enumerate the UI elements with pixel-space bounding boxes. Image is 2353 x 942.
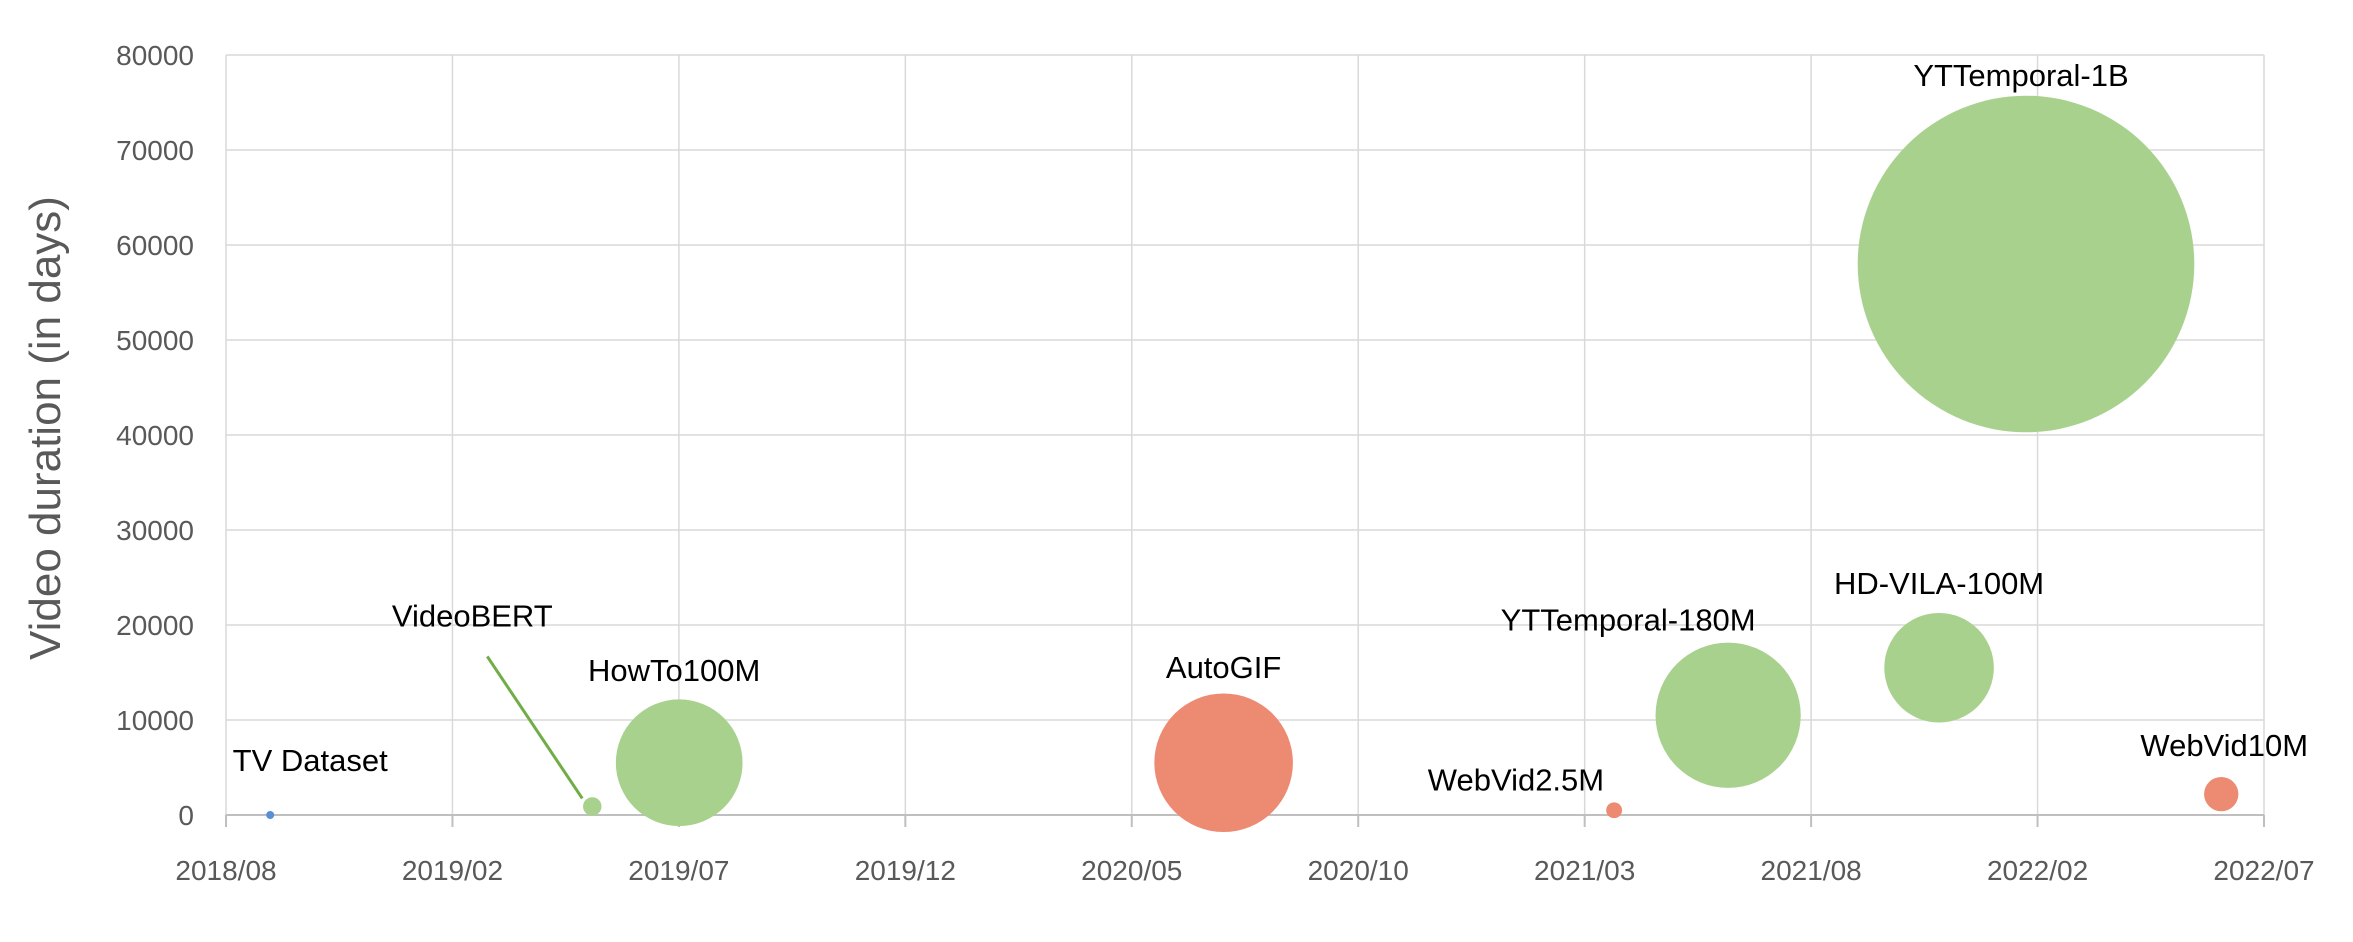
bubble-labels: TV Dataset VideoBERT HowTo100M AutoGIF WebVi… — [233, 58, 2308, 800]
bubble-tv-dataset — [266, 811, 275, 819]
bubble-label: HD-VILA-100M — [1834, 566, 2044, 601]
x-tick-label: 2019/12 — [855, 855, 956, 886]
y-tick-label: 50000 — [116, 325, 194, 356]
y-tick-label: 70000 — [116, 135, 194, 166]
bubble-label: YTTemporal-180M — [1501, 602, 1756, 637]
x-tick-label: 2018/08 — [175, 855, 276, 886]
bubble-yttemporal-180m — [1655, 642, 1801, 788]
bubble-label: AutoGIF — [1166, 650, 1281, 685]
bubble-autogif — [1154, 693, 1293, 833]
bubble-label: WebVid2.5M — [1428, 762, 1604, 797]
x-tick-label: 2019/02 — [402, 855, 503, 886]
bubble-label: VideoBERT — [392, 598, 553, 633]
x-tick-label: 2021/08 — [1761, 855, 1862, 886]
x-tick-label: 2021/03 — [1534, 855, 1635, 886]
y-tick-label: 60000 — [116, 230, 194, 261]
bubble-howto100m — [615, 699, 743, 827]
leader-line — [486, 655, 584, 800]
x-tick-label: 2019/07 — [628, 855, 729, 886]
y-tick-label: 0 — [178, 800, 194, 831]
y-axis-title: Video duration (in days) — [21, 196, 70, 660]
gridlines — [225, 54, 2265, 815]
y-axis: 0 10000 20000 30000 40000 50000 60000 70000 8000… — [116, 40, 194, 831]
bubbles — [266, 95, 2239, 833]
y-tick-label: 30000 — [116, 515, 194, 546]
x-tick-label: 2022/07 — [2213, 855, 2314, 886]
bubble-hd-vila-100m — [1884, 612, 1994, 723]
bubble-webvid10m — [2204, 776, 2239, 812]
y-tick-label: 40000 — [116, 420, 194, 451]
y-tick-label: 80000 — [116, 40, 194, 71]
bubble-label: YTTemporal-1B — [1913, 58, 2128, 93]
bubble-webvid2-5m — [1606, 802, 1623, 819]
bubble-label: TV Dataset — [233, 743, 388, 778]
x-tick-label: 2020/05 — [1081, 855, 1182, 886]
bubble-label: WebVid10M — [2140, 728, 2308, 763]
bubble-videobert — [583, 797, 602, 816]
x-tick-label: 2020/10 — [1308, 855, 1409, 886]
bubble-label: HowTo100M — [588, 653, 760, 688]
y-tick-label: 20000 — [116, 610, 194, 641]
bubble-yttemporal-1b — [1857, 95, 2195, 433]
x-axis: 2018/08 2019/02 2019/07 2019/12 2020/05 2020/… — [175, 814, 2315, 886]
y-tick-label: 10000 — [116, 705, 194, 736]
x-tick-label: 2022/02 — [1987, 855, 2088, 886]
